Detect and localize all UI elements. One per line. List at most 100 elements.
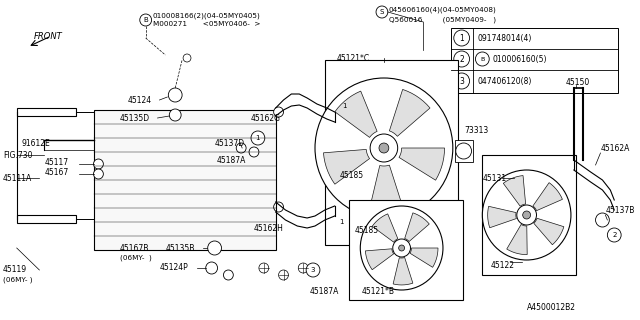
Text: 010006160(5): 010006160(5) [492, 54, 547, 63]
Text: 091748014(4): 091748014(4) [477, 34, 532, 43]
Circle shape [335, 215, 348, 229]
Circle shape [168, 88, 182, 102]
Circle shape [483, 170, 571, 260]
Text: 45119: 45119 [3, 266, 27, 275]
Polygon shape [335, 91, 377, 137]
Circle shape [454, 30, 470, 46]
Text: 45185: 45185 [355, 226, 378, 235]
Text: Q560016         (05MY0409-   ): Q560016 (05MY0409- ) [389, 17, 496, 23]
Bar [93, 110, 276, 250]
Bar [17, 215, 76, 223]
Circle shape [338, 99, 351, 113]
Polygon shape [534, 218, 564, 245]
Polygon shape [404, 213, 429, 242]
Circle shape [454, 51, 470, 67]
Text: B: B [143, 17, 148, 23]
Polygon shape [365, 249, 394, 270]
Text: 45162G: 45162G [251, 114, 281, 123]
Circle shape [306, 263, 320, 277]
Circle shape [454, 73, 470, 89]
Circle shape [399, 245, 404, 251]
Text: 45124P: 45124P [159, 263, 188, 273]
Text: 3: 3 [460, 76, 464, 85]
Circle shape [93, 159, 103, 169]
Text: 45137B: 45137B [605, 205, 635, 214]
Circle shape [278, 270, 289, 280]
Text: 45131: 45131 [483, 173, 506, 182]
Text: 045606160(4)(04-05MY0408): 045606160(4)(04-05MY0408) [389, 7, 497, 13]
Circle shape [325, 110, 335, 120]
Text: 45117: 45117 [44, 157, 68, 166]
Text: 3: 3 [311, 267, 316, 273]
Circle shape [274, 107, 284, 117]
Circle shape [259, 263, 269, 273]
Circle shape [523, 211, 531, 219]
Bar [325, 60, 458, 245]
Bar [451, 28, 618, 93]
Text: 45185: 45185 [340, 171, 364, 180]
Text: 73313: 73313 [465, 125, 489, 134]
Text: 45121*C: 45121*C [337, 53, 370, 62]
Text: 45167B: 45167B [120, 244, 150, 252]
Text: 45122: 45122 [490, 260, 514, 269]
Text: 45187A: 45187A [216, 156, 246, 164]
Text: 1: 1 [339, 219, 344, 225]
Circle shape [360, 206, 443, 290]
Circle shape [327, 206, 337, 216]
Text: 1: 1 [460, 34, 464, 43]
Bar [349, 200, 463, 300]
Text: S: S [380, 9, 384, 15]
Polygon shape [410, 248, 438, 267]
Polygon shape [372, 214, 398, 242]
Text: 45137D: 45137D [214, 139, 244, 148]
Text: 1: 1 [255, 135, 260, 141]
Text: B: B [480, 57, 484, 61]
Text: 45167: 45167 [44, 167, 68, 177]
Circle shape [607, 228, 621, 242]
Polygon shape [370, 165, 403, 210]
Bar [483, 155, 576, 275]
Bar [17, 108, 76, 116]
Circle shape [476, 52, 489, 66]
Polygon shape [389, 89, 430, 136]
Text: 45124: 45124 [128, 95, 152, 105]
Circle shape [274, 202, 284, 212]
Text: 45187A: 45187A [310, 287, 339, 297]
Circle shape [376, 6, 388, 18]
Text: 45162A: 45162A [600, 143, 630, 153]
Circle shape [596, 213, 609, 227]
Text: 010008166(2)(04-05MY0405): 010008166(2)(04-05MY0405) [152, 13, 260, 19]
Circle shape [208, 241, 221, 255]
Text: A4500012B2: A4500012B2 [527, 303, 575, 313]
Polygon shape [393, 258, 413, 285]
Circle shape [298, 263, 308, 273]
Polygon shape [533, 183, 563, 211]
Circle shape [236, 143, 246, 153]
Circle shape [516, 205, 536, 225]
Text: 91612E: 91612E [22, 139, 51, 148]
Circle shape [93, 169, 103, 179]
Text: FRONT: FRONT [33, 31, 62, 41]
Circle shape [183, 54, 191, 62]
Text: M000271       <05MY0406-  >: M000271 <05MY0406- > [152, 21, 260, 27]
Polygon shape [323, 149, 369, 184]
Text: 45135B: 45135B [165, 244, 195, 252]
Circle shape [170, 109, 181, 121]
Text: 2: 2 [460, 54, 464, 63]
Text: 2: 2 [612, 232, 616, 238]
Polygon shape [503, 176, 525, 206]
Text: FIG.730: FIG.730 [3, 150, 33, 159]
Circle shape [393, 239, 410, 257]
Circle shape [249, 147, 259, 157]
Text: 45162H: 45162H [254, 223, 284, 233]
Circle shape [315, 78, 453, 218]
Text: 45150: 45150 [566, 77, 590, 86]
Bar [455, 140, 472, 162]
Text: 1: 1 [342, 103, 347, 109]
Text: 047406120(8): 047406120(8) [477, 76, 532, 85]
Text: (06MY- ): (06MY- ) [3, 277, 33, 283]
Text: (06MY-  ): (06MY- ) [120, 255, 152, 261]
Circle shape [379, 143, 389, 153]
Text: 45135D: 45135D [120, 114, 150, 123]
Circle shape [370, 134, 397, 162]
